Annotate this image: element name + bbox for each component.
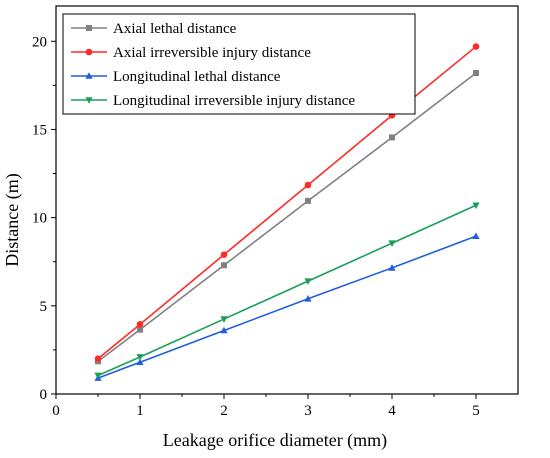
legend-label: Axial lethal distance — [113, 21, 237, 37]
y-axis-title: Distance (m) — [2, 173, 23, 266]
data-point — [304, 294, 312, 302]
y-tick-label: 15 — [32, 122, 47, 138]
data-point — [136, 354, 144, 361]
data-point — [305, 197, 311, 204]
x-axis-title: Leakage orifice diameter (mm) — [163, 430, 387, 451]
y-tick-label: 0 — [40, 387, 48, 403]
legend-item: Longitudinal lethal distance — [71, 69, 281, 85]
legend-marker — [86, 25, 92, 31]
legend-item: Axial lethal distance — [71, 21, 237, 37]
data-point — [472, 202, 480, 210]
series-line — [97, 72, 477, 363]
data-point — [472, 232, 480, 239]
legend: Axial lethal distance Axial irreversible … — [62, 13, 416, 115]
legend-label: Axial irreversible injury distance — [113, 45, 311, 61]
x-tick-label: 5 — [472, 403, 480, 419]
x-tick-label: 0 — [52, 403, 60, 419]
data-point — [136, 358, 144, 366]
data-point — [94, 372, 102, 380]
legend-item: Axial irreversible injury distance — [71, 45, 311, 61]
legend-label: Longitudinal lethal distance — [113, 69, 281, 85]
series-line — [97, 235, 477, 379]
data-point — [136, 321, 144, 328]
legend-marker — [85, 97, 93, 104]
data-point — [137, 326, 143, 333]
legend-marker — [85, 72, 93, 79]
x-tick-label: 4 — [388, 403, 396, 419]
data-point — [94, 355, 102, 363]
x-tick-label: 2 — [220, 403, 228, 419]
x-tick-label: 1 — [136, 403, 144, 419]
data-point — [220, 316, 228, 323]
data-point — [473, 70, 479, 77]
data-point — [220, 326, 228, 334]
data-point — [388, 240, 396, 248]
y-tick-label: 10 — [32, 211, 47, 227]
legend-label: Longitudinal irreversible injury distanc… — [113, 93, 355, 109]
data-point — [388, 264, 396, 271]
data-point — [220, 251, 228, 258]
data-point — [389, 134, 395, 141]
data-point — [472, 43, 480, 50]
legend-box — [62, 13, 416, 115]
series-2 — [94, 232, 480, 381]
data-point — [221, 262, 227, 269]
plot-frame — [55, 5, 519, 395]
legend-marker — [85, 48, 93, 56]
series-3 — [94, 202, 480, 380]
x-tick-label: 3 — [304, 403, 312, 419]
legend-item: Longitudinal irreversible injury distanc… — [71, 93, 355, 109]
data-point — [304, 181, 312, 189]
data-point — [304, 278, 312, 285]
axes: 0 1 2 3 4 5 0 5 10 15 20 — [32, 5, 519, 419]
y-tick-label: 20 — [32, 34, 47, 50]
y-tick-label: 5 — [40, 299, 48, 315]
series-line — [97, 204, 477, 377]
